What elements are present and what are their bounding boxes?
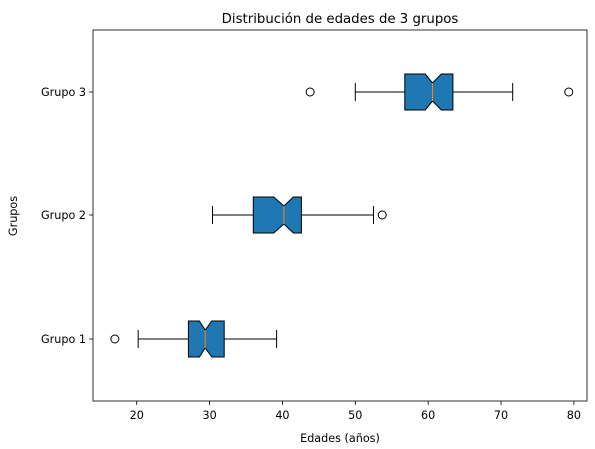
x-tick-label: 40: [275, 409, 289, 422]
y-tick-label: Grupo 2: [41, 209, 86, 222]
y-tick-label: Grupo 3: [41, 86, 86, 99]
y-axis-label: Grupos: [7, 196, 20, 236]
x-axis-label: Edades (años): [300, 432, 380, 445]
x-tick-label: 60: [421, 409, 435, 422]
x-tick-label: 30: [202, 409, 216, 422]
outlier-point: [564, 87, 574, 97]
box-group-2: [211, 196, 387, 234]
plot-frame: [92, 29, 588, 402]
chart-title: Distribución de edades de 3 grupos: [222, 11, 459, 27]
notched-box: [187, 320, 225, 358]
box-group-3: [305, 73, 574, 111]
notched-box: [252, 196, 302, 234]
y-tick-label: Grupo 1: [41, 333, 86, 346]
box-group-1: [110, 320, 278, 358]
outlier-point: [110, 334, 120, 344]
outlier-point: [377, 210, 387, 220]
x-tick-label: 50: [348, 409, 362, 422]
notched-box: [404, 73, 454, 111]
x-tick-label: 70: [494, 409, 508, 422]
x-tick-label: 80: [567, 409, 581, 422]
x-tick-label: 20: [130, 409, 144, 422]
outlier-point: [305, 87, 315, 97]
